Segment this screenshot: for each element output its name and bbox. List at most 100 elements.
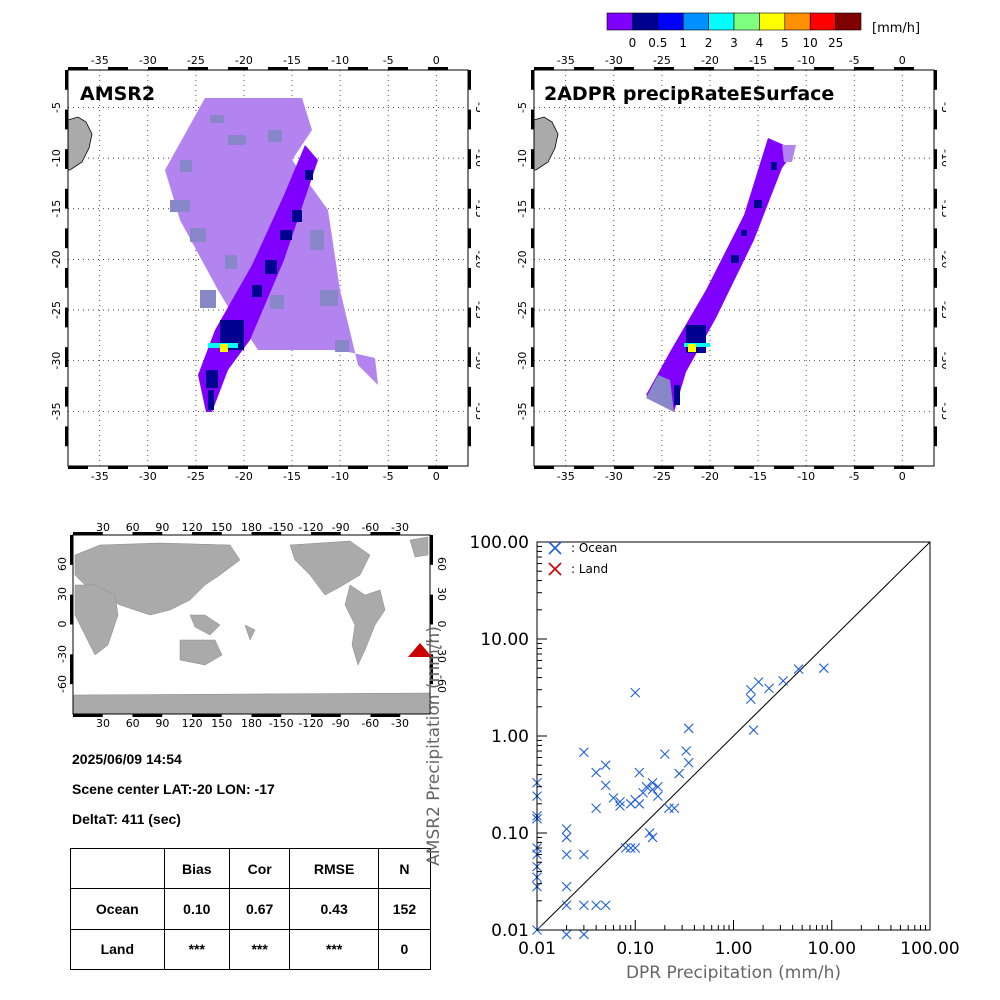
lon-tick-top: -35 <box>557 54 575 67</box>
lon-tick-bottom: -60 <box>361 717 379 730</box>
table-cell: *** <box>289 928 379 971</box>
frame-bar <box>65 70 68 90</box>
land-africa <box>533 116 559 171</box>
frame-bar <box>468 188 471 209</box>
lat-tick-right: -20 <box>939 250 946 268</box>
lon-tick-bottom: -10 <box>331 470 349 483</box>
scatter-point <box>615 801 625 811</box>
frame-bar <box>428 67 448 70</box>
frame-bar <box>854 67 874 70</box>
lat-tick-left: 60 <box>56 557 69 571</box>
colorbar-unit: [mm/h] <box>872 21 920 36</box>
table-cell: Ocean <box>70 888 165 930</box>
lon-tick-bottom: -30 <box>391 717 409 730</box>
frame-bar <box>694 67 714 70</box>
frame-bar <box>68 67 88 70</box>
frame-bar <box>468 307 471 328</box>
table-header: RMSE <box>289 847 379 890</box>
frame-bar <box>428 466 448 469</box>
lon-tick-top: -60 <box>361 521 379 534</box>
lat-tick-left: -30 <box>56 645 69 663</box>
scatter-point <box>600 780 611 791</box>
scatter-point <box>591 767 602 778</box>
frame-bar <box>70 535 73 565</box>
legend-entry: : Land <box>548 562 608 576</box>
frame-bar <box>65 149 68 169</box>
lat-tick-left: -25 <box>50 301 63 319</box>
colorbar-swatch <box>657 12 684 31</box>
scatter-point <box>683 723 694 734</box>
legend-entry: : Ocean <box>548 541 617 555</box>
frame-bar <box>614 466 634 469</box>
scatter-point <box>793 664 804 674</box>
scatter-point <box>634 798 645 809</box>
colorbar: [mm/h] 0 0.5 1 2 3 4 5 10 25 <box>606 12 920 50</box>
y-tick-label: 0.10 <box>491 824 529 844</box>
scatter-point <box>561 849 572 860</box>
lat-tick-right: -15 <box>939 200 946 218</box>
frame-bar <box>894 67 914 70</box>
lat-tick-right: 0 <box>435 621 448 628</box>
y-tick-label: 1.00 <box>491 727 529 747</box>
scatter-point <box>818 663 829 674</box>
lon-tick-top: 0 <box>433 54 440 67</box>
table-cell: 0.67 <box>228 888 291 930</box>
scatter-point <box>561 929 572 940</box>
scatter-point <box>653 791 663 802</box>
frame-bar <box>308 67 328 70</box>
frame-bar <box>694 466 714 469</box>
frame-bar <box>192 714 222 717</box>
scene-center: Scene center LAT:-20 LON: -17 <box>72 781 275 797</box>
lon-tick-bottom: -15 <box>283 470 301 483</box>
frame-bar <box>934 149 937 169</box>
scatter-point <box>561 832 572 843</box>
colorbar-label: 10 <box>803 36 818 50</box>
scatter-point <box>578 929 589 940</box>
table-cell: *** <box>163 928 230 971</box>
frame-bar <box>65 109 68 130</box>
lat-tick-left: -20 <box>50 250 63 268</box>
frame-bar <box>934 228 937 249</box>
scatter-point <box>647 832 658 843</box>
table-row: Ocean 0.10 0.67 0.43 152 <box>70 888 432 930</box>
table-cell: *** <box>228 928 291 971</box>
scatter-point <box>600 900 611 911</box>
lon-tick-bottom: -120 <box>298 717 323 730</box>
scatter-point <box>745 684 756 695</box>
lon-tick-top: -5 <box>849 54 860 67</box>
scatter-point <box>578 900 589 911</box>
frame-bar <box>814 67 834 70</box>
lon-tick-top: 120 <box>182 521 203 534</box>
frame-bar <box>430 535 433 565</box>
colorbar-swatch <box>784 12 811 31</box>
frame-bar <box>531 188 534 209</box>
lon-tick-top: -120 <box>298 521 323 534</box>
scatter-point <box>561 881 572 892</box>
x-tick-label: 100.00 <box>900 939 959 959</box>
lon-tick-bottom: -25 <box>187 470 205 483</box>
colorbar-swatch <box>632 12 659 31</box>
lon-tick-top: 60 <box>126 521 140 534</box>
lat-tick-left: 30 <box>56 587 69 601</box>
stats-table: Bias Cor RMSE N Ocean 0.10 0.67 0.43 152… <box>70 847 432 971</box>
frame-bar <box>534 466 554 469</box>
lon-tick-bottom: -20 <box>701 470 719 483</box>
map-ticks: -35 -35 -30 -30 -25 -25 -20 -20 -15 -15 -10 -10 -5 -5… <box>50 54 480 483</box>
frame-bar <box>188 67 208 70</box>
frame-bar <box>774 466 794 469</box>
colorbar-swatch <box>606 12 633 31</box>
lon-tick-bottom: -30 <box>139 470 157 483</box>
precip-moderate-band <box>646 138 791 412</box>
colorbar-labels: 0 0.5 1 2 3 4 5 10 25 <box>629 36 844 50</box>
lat-tick-left: -5 <box>516 102 529 113</box>
lat-tick-left: 0 <box>56 621 69 628</box>
lat-tick-left: -15 <box>50 200 63 218</box>
scatter-point <box>764 683 774 694</box>
frame-bar <box>534 67 554 70</box>
map-ticks: -35 -35 -30 -30 -25 -25 -20 -20 -15 -15 -10 -10 -5 -5… <box>516 54 946 483</box>
table-cell: 0 <box>377 928 432 971</box>
frame-bar <box>468 347 471 367</box>
colorbar-label: 0.5 <box>648 36 667 50</box>
scatter-point <box>561 900 572 911</box>
frame-bar <box>132 714 163 717</box>
